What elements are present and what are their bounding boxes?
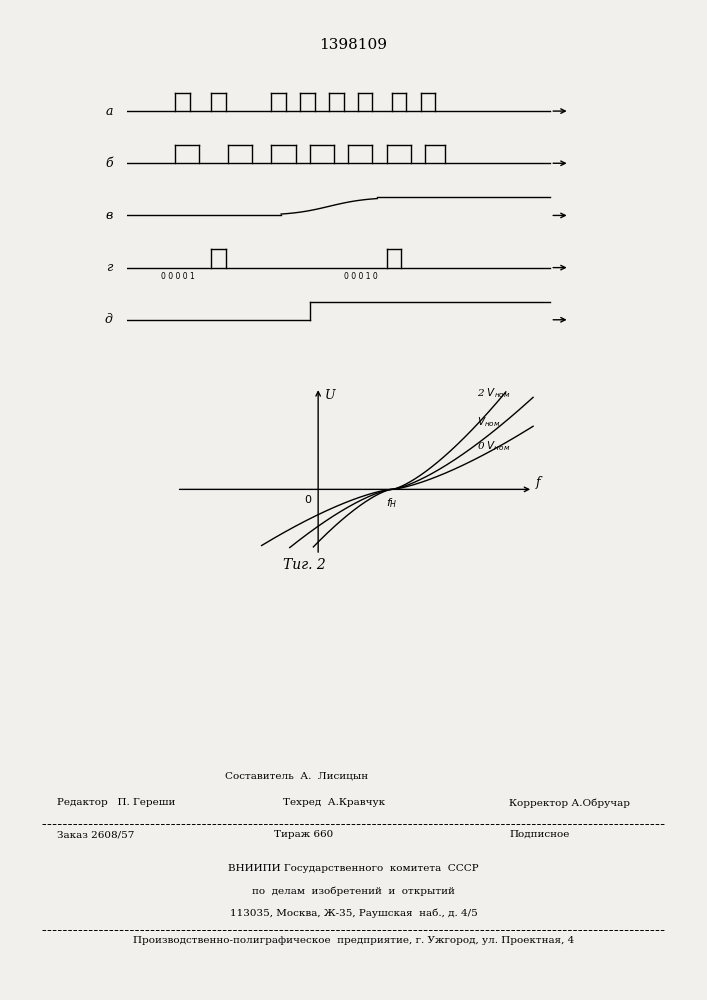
Text: $V_{ном}$: $V_{ном}$ xyxy=(477,416,500,429)
Text: Подписное: Подписное xyxy=(509,830,569,839)
Text: в: в xyxy=(105,209,113,222)
Text: f: f xyxy=(536,476,541,489)
Text: ВНИИПИ Государственного  комитета  СССР: ВНИИПИ Государственного комитета СССР xyxy=(228,864,479,873)
Text: д: д xyxy=(105,313,113,326)
Text: $f_{H}$: $f_{H}$ xyxy=(386,496,397,510)
Text: Редактор   П. Гереши: Редактор П. Гереши xyxy=(57,798,175,807)
Text: 1398109: 1398109 xyxy=(320,38,387,52)
Text: Техред  А.Кравчук: Техред А.Кравчук xyxy=(283,798,385,807)
Text: 0 0 0 0 1: 0 0 0 0 1 xyxy=(161,272,194,281)
Text: б: б xyxy=(105,157,113,170)
Text: Производственно-полиграфическое  предприятие, г. Ужгород, ул. Проектная, 4: Производственно-полиграфическое предприя… xyxy=(133,936,574,945)
Text: 0 $V_{ном}$: 0 $V_{ном}$ xyxy=(477,439,510,453)
Text: 2 $V_{ном}$: 2 $V_{ном}$ xyxy=(477,386,510,400)
Text: 0: 0 xyxy=(304,495,311,505)
Text: 0 0 0 1 0: 0 0 0 1 0 xyxy=(344,272,378,281)
Text: Корректор А.Обручар: Корректор А.Обручар xyxy=(509,798,630,808)
Text: Составитель  А.  Лисицын: Составитель А. Лисицын xyxy=(226,772,368,781)
Text: Τиг. 2: Τиг. 2 xyxy=(283,558,325,572)
Text: а: а xyxy=(105,105,113,118)
Text: 113035, Москва, Ж-35, Раушская  наб., д. 4/5: 113035, Москва, Ж-35, Раушская наб., д. … xyxy=(230,908,477,918)
Text: г: г xyxy=(107,261,113,274)
Text: U: U xyxy=(325,389,335,402)
Text: Тираж 660: Тираж 660 xyxy=(274,830,334,839)
Text: Заказ 2608/57: Заказ 2608/57 xyxy=(57,830,134,839)
Text: по  делам  изобретений  и  открытий: по делам изобретений и открытий xyxy=(252,886,455,896)
